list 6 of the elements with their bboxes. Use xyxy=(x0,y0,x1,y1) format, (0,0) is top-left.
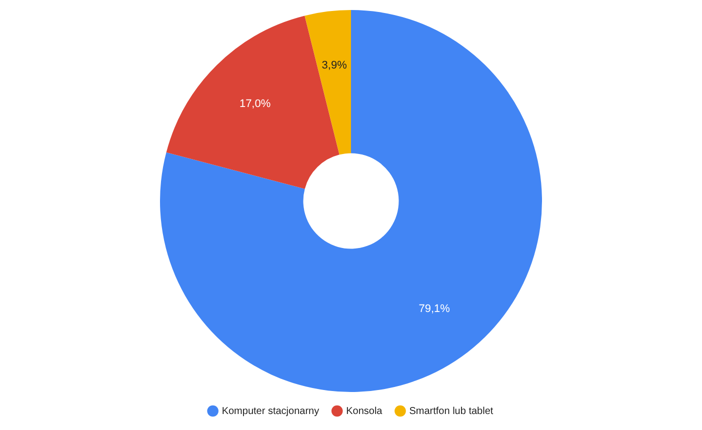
data-label: 17,0% xyxy=(239,98,271,110)
legend-label: Smartfon lub tablet xyxy=(409,406,494,417)
legend-label: Konsola xyxy=(346,406,383,417)
data-label: 3,9% xyxy=(322,59,348,72)
data-label: 79,1% xyxy=(418,303,450,316)
legend-label: Komputer stacjonarny xyxy=(222,406,320,417)
